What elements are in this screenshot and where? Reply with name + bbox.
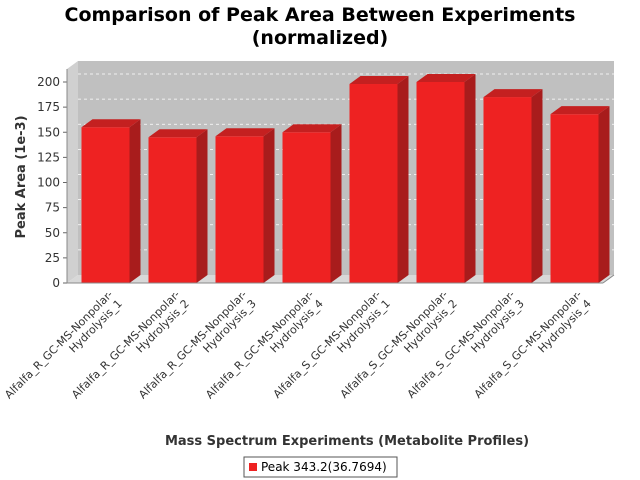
bar-front bbox=[81, 127, 130, 283]
bar bbox=[215, 128, 275, 283]
bar-front bbox=[483, 97, 532, 283]
y-tick-label: 125 bbox=[37, 150, 60, 164]
bar-side bbox=[129, 119, 141, 283]
y-tick-label: 75 bbox=[45, 201, 60, 215]
bar-front bbox=[349, 84, 398, 283]
chart-title-line: Comparison of Peak Area Between Experime… bbox=[65, 4, 576, 26]
y-tick-label: 0 bbox=[52, 276, 60, 290]
legend-swatch bbox=[249, 463, 257, 471]
bar bbox=[483, 89, 543, 283]
bar bbox=[550, 106, 610, 283]
x-axis-label: Mass Spectrum Experiments (Metabolite Pr… bbox=[165, 434, 529, 449]
chart-title: Comparison of Peak Area Between Experime… bbox=[65, 4, 576, 49]
bar-front bbox=[282, 132, 331, 283]
bar-side bbox=[397, 76, 409, 283]
bar-front bbox=[148, 137, 197, 283]
bar-top bbox=[349, 76, 409, 85]
plot-side-wall bbox=[67, 61, 78, 283]
y-tick-label: 100 bbox=[37, 176, 60, 190]
floor-edge bbox=[602, 274, 615, 284]
bar-side bbox=[464, 74, 476, 283]
plot-back-wall bbox=[78, 61, 614, 275]
x-tick-label: Alfalfa_R_GC-MS-Nonpolar-Hydrolysis_1 bbox=[2, 288, 125, 411]
bar-top bbox=[550, 106, 610, 115]
plot-area bbox=[67, 61, 615, 284]
bar bbox=[148, 129, 208, 283]
bar-front bbox=[416, 82, 465, 283]
bar-top bbox=[282, 124, 342, 133]
y-tick-label: 150 bbox=[37, 125, 60, 139]
bar-top bbox=[148, 129, 208, 138]
bars bbox=[81, 74, 610, 283]
y-axis: 0 25 50 75 100 125 150 175 200 bbox=[37, 69, 68, 290]
bar-top bbox=[215, 128, 275, 137]
bar-top bbox=[483, 89, 543, 98]
bar bbox=[81, 119, 141, 283]
bar-side bbox=[598, 106, 610, 283]
legend-box bbox=[243, 456, 398, 478]
y-tick-label: 200 bbox=[37, 75, 60, 89]
bar-side bbox=[330, 124, 342, 283]
bar-top bbox=[81, 119, 141, 128]
bar bbox=[349, 76, 409, 283]
bar-side bbox=[531, 89, 543, 283]
bar-top bbox=[416, 74, 476, 82]
bar bbox=[282, 124, 342, 283]
bar-front bbox=[215, 136, 264, 283]
legend-label: Peak 343.2(36.7694) bbox=[261, 460, 387, 474]
bar-side bbox=[263, 128, 275, 283]
bar-side bbox=[196, 129, 208, 283]
x-axis: Alfalfa_R_GC-MS-Nonpolar-Hydrolysis_1Alf… bbox=[2, 282, 603, 411]
y-tick-label: 50 bbox=[45, 226, 60, 240]
y-tick-label: 25 bbox=[45, 251, 60, 265]
y-axis-label: Peak Area (1e-3) bbox=[14, 115, 29, 238]
bar bbox=[416, 74, 476, 283]
y-tick-label: 175 bbox=[37, 100, 60, 114]
legend: Peak 343.2(36.7694) bbox=[243, 456, 398, 478]
chart-title-line: (normalized) bbox=[252, 27, 389, 49]
bar-front bbox=[550, 114, 599, 283]
